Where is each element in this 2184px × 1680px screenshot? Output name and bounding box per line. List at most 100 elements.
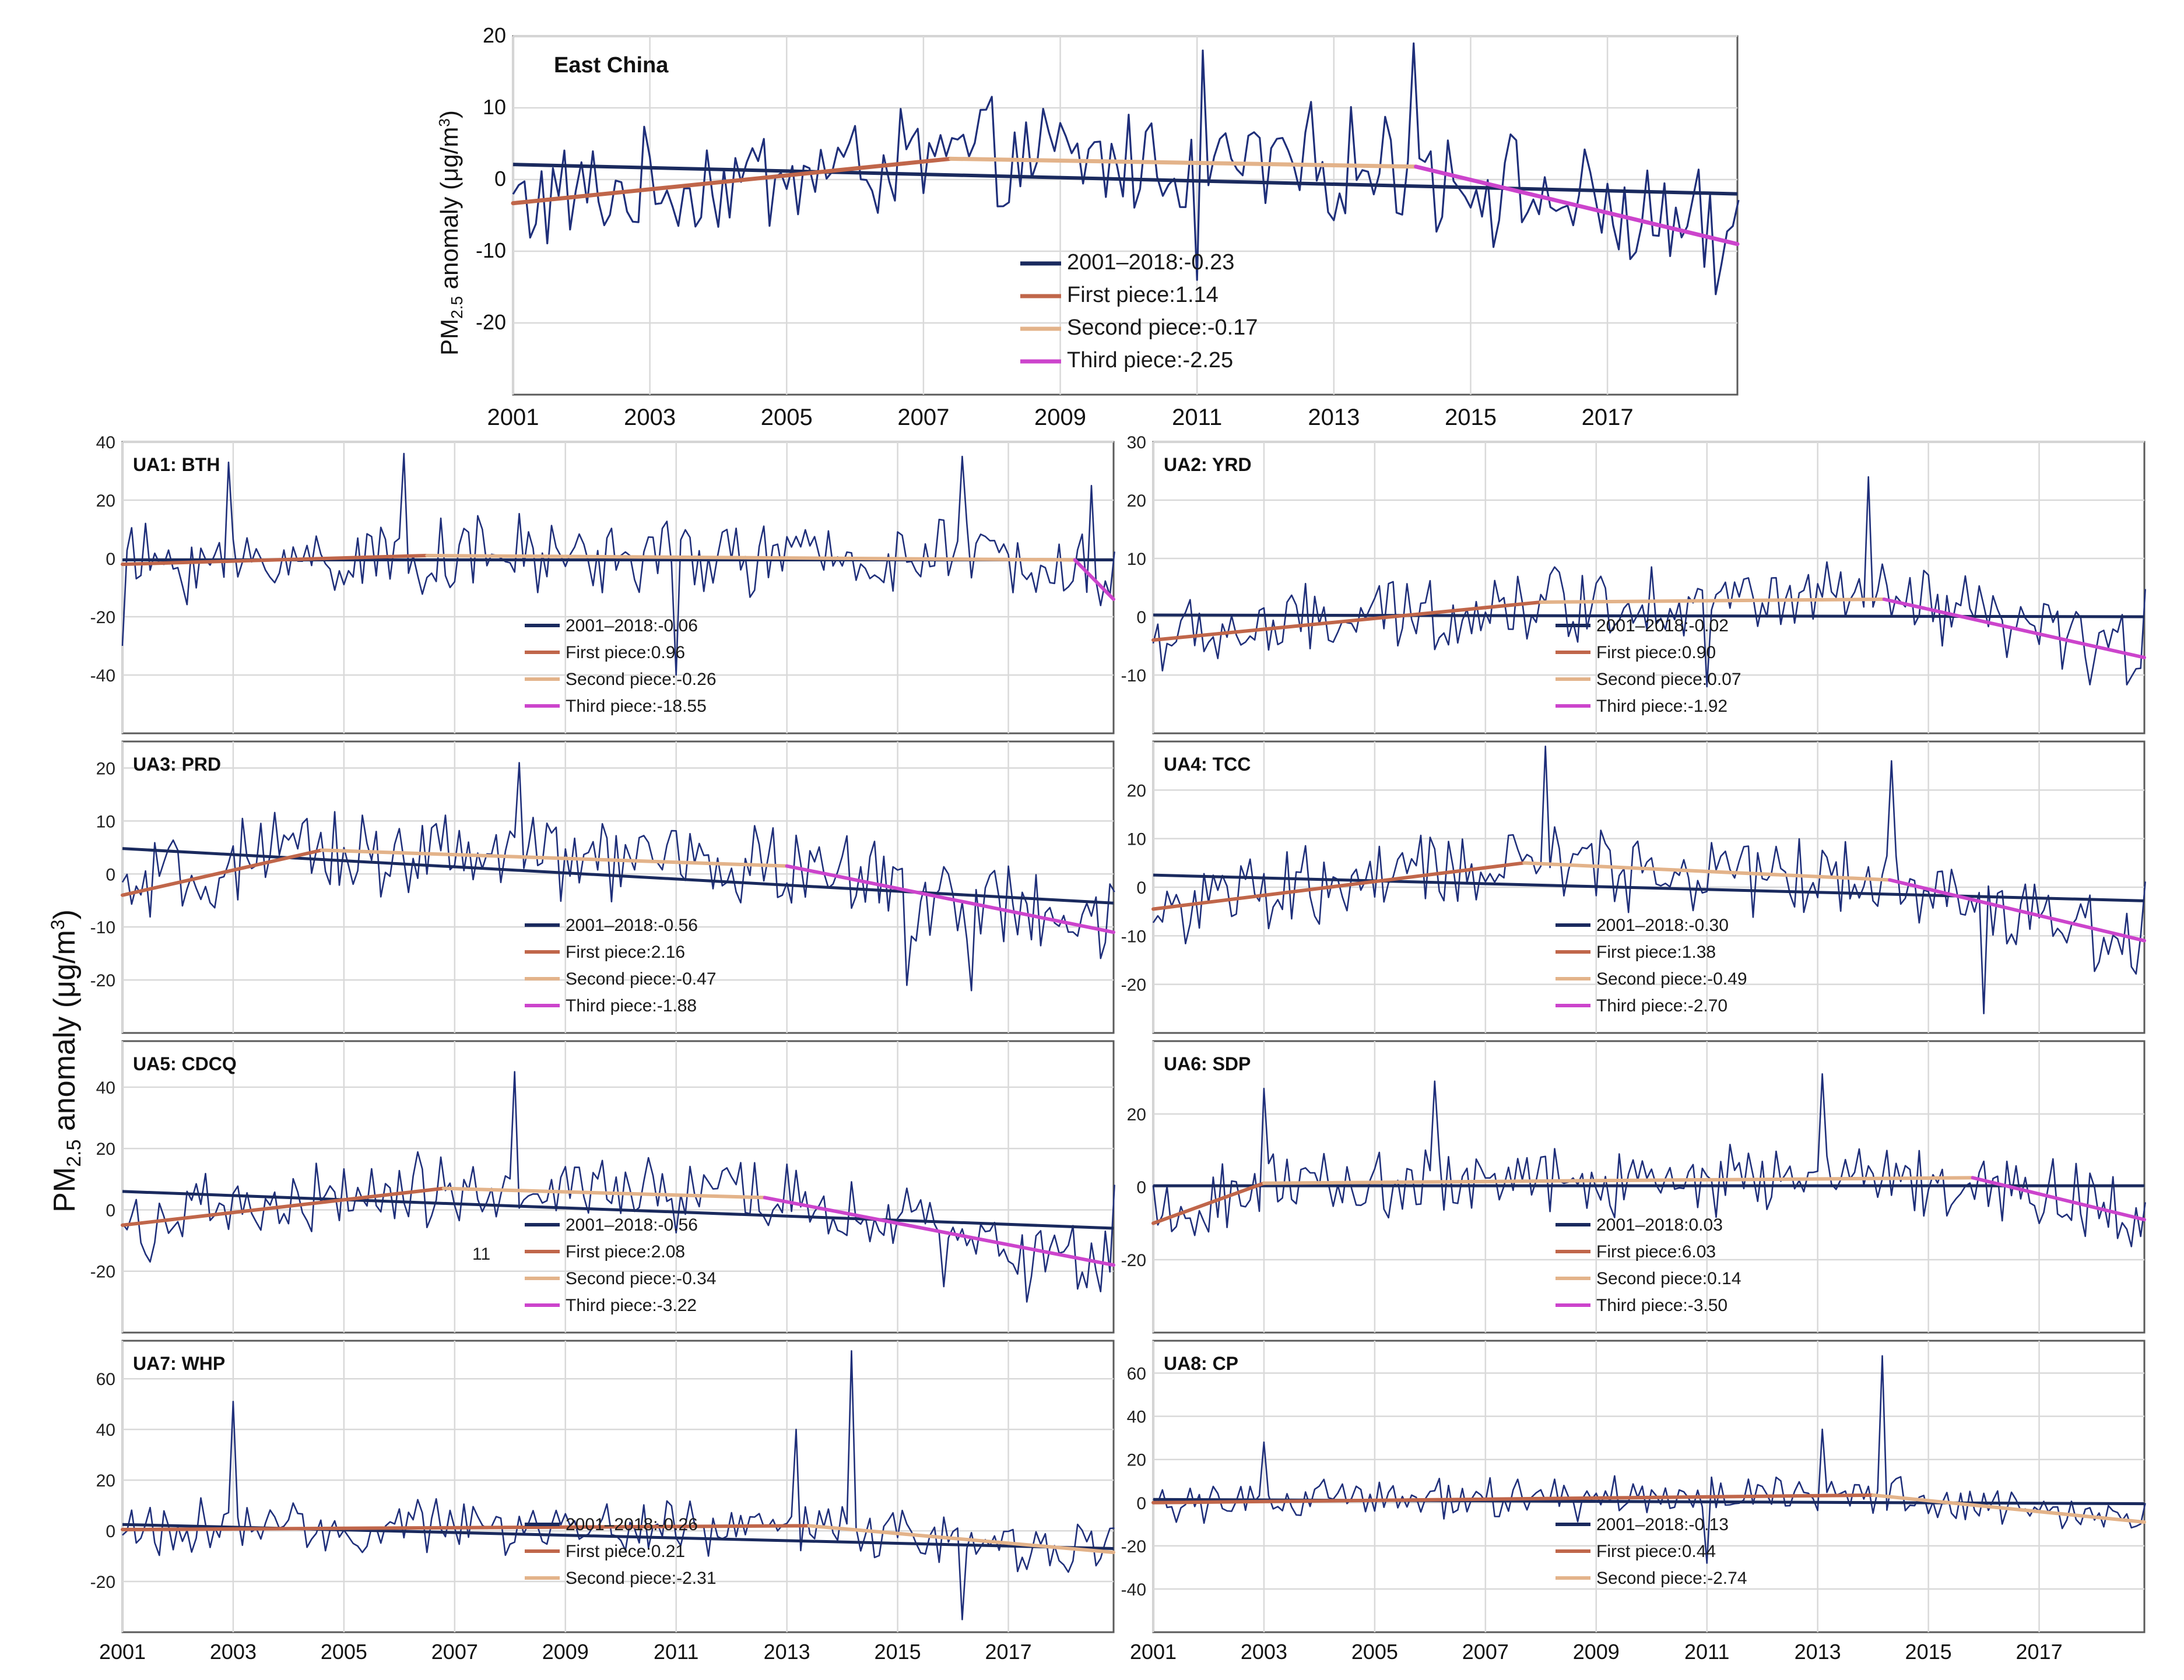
x-tick-label: 2017 bbox=[2016, 1640, 2063, 1664]
panel-east-china: -20 -10 0 10 20 2001 2003 2005 2007 2009 2011 2013 2… bbox=[436, 23, 1740, 430]
y-tick-label: -40 bbox=[90, 666, 115, 686]
panel-title: UA2: YRD bbox=[1164, 454, 1252, 475]
x-tick-label: 2005 bbox=[321, 1640, 367, 1664]
axes-frame bbox=[512, 35, 1739, 396]
x-tick-label: 2003 bbox=[1241, 1640, 1287, 1664]
panel-ua2: -10 0 10 20 30 UA2: YRD 2001–2018:-0.02 First p… bbox=[1121, 433, 2146, 734]
x-tick-label: 2013 bbox=[1795, 1640, 1841, 1664]
panel-ua8: -40 -20 0 20 40 60 2001 2003 2005 2007 2009 2011 201… bbox=[1121, 1340, 2146, 1664]
x-tick-label: 2013 bbox=[764, 1640, 810, 1664]
x-tick-label: 2011 bbox=[654, 1640, 698, 1664]
panel-title: UA7: WHP bbox=[133, 1353, 225, 1374]
panel-title: UA5: CDCQ bbox=[133, 1053, 237, 1074]
trend-line-first-piece bbox=[1151, 600, 1543, 642]
y-tick-label: 60 bbox=[96, 1370, 115, 1389]
y-tick-label: -10 bbox=[1121, 927, 1146, 946]
y-tick-label: 0 bbox=[1136, 1178, 1146, 1197]
legend-entry-2001-2018: 2001–2018:-0.56 bbox=[566, 916, 698, 935]
panel-title: UA6: SDP bbox=[1164, 1053, 1251, 1074]
y-tick-label: 20 bbox=[1127, 781, 1146, 800]
legend-entry-second-piece: Second piece:-2.74 bbox=[1596, 1569, 1747, 1588]
trend-line-first-piece bbox=[121, 554, 429, 566]
trend-line-third-piece bbox=[1971, 1176, 2146, 1222]
trend-line-second-piece bbox=[949, 156, 1418, 169]
legend-entry-third-piece: Third piece:-2.70 bbox=[1596, 996, 1727, 1015]
annotation-label: 11 bbox=[472, 1245, 490, 1264]
trend-line-first-piece bbox=[1151, 1493, 1875, 1505]
x-tick-label: 2015 bbox=[875, 1640, 921, 1664]
x-tick-label: 2005 bbox=[761, 405, 813, 430]
trend-line-second-piece bbox=[319, 848, 789, 868]
y-tick-label: 20 bbox=[1127, 491, 1146, 511]
y-tick-label: 10 bbox=[483, 95, 506, 119]
y-tick-label: -20 bbox=[1121, 976, 1146, 995]
y-tick-label: 0 bbox=[106, 865, 115, 884]
legend-entry-first-piece: First piece:2.16 bbox=[566, 943, 685, 962]
y-tick-label: -20 bbox=[476, 310, 506, 334]
x-tick-label: 2001 bbox=[99, 1640, 146, 1664]
x-tick-label: 2009 bbox=[1573, 1640, 1620, 1664]
y-tick-label: 60 bbox=[1127, 1365, 1146, 1384]
legend-entry-second-piece: Second piece:0.07 bbox=[1596, 670, 1741, 689]
x-tick-label: 2005 bbox=[1351, 1640, 1398, 1664]
panel-ua5: -20 0 20 40 UA5: CDCQ 2001–2018:-0.56 First pi… bbox=[90, 1040, 1115, 1334]
y-tick-label: 20 bbox=[96, 1140, 115, 1159]
legend-entry-second-piece: Second piece:-0.49 bbox=[1596, 969, 1747, 989]
trend-line-first-piece bbox=[511, 156, 953, 206]
panel-title: East China bbox=[554, 53, 669, 78]
y-tick-label: 10 bbox=[96, 812, 115, 831]
trend-line-third-piece bbox=[763, 1196, 1115, 1267]
y-tick-label: 30 bbox=[1127, 433, 1146, 452]
x-tick-label: 2009 bbox=[1034, 405, 1086, 430]
x-tick-label: 2001 bbox=[487, 405, 539, 430]
trend-line-first-piece bbox=[1151, 861, 1526, 911]
anomaly-series-line bbox=[1152, 476, 2146, 688]
y-tick-label: 0 bbox=[494, 167, 506, 191]
x-tick-label: 2015 bbox=[1905, 1640, 1952, 1664]
panel-title: UA8: CP bbox=[1164, 1353, 1238, 1374]
trend-line-third-piece bbox=[1073, 558, 1115, 601]
anomaly-series-line bbox=[121, 452, 1115, 676]
trend-line-third-piece bbox=[1414, 164, 1740, 247]
y-axis-label: PM2.5 anomaly (μg/m3) bbox=[436, 110, 466, 356]
axes-frame bbox=[121, 1340, 1115, 1633]
panel-ua3: -20 -10 0 10 20 UA3: PRD 2001–2018:-0.56 First … bbox=[90, 740, 1115, 1034]
trend-line-second-piece bbox=[441, 1186, 767, 1200]
x-tick-label: 2017 bbox=[1582, 405, 1634, 430]
legend-entry-second-piece: Second piece:-0.17 bbox=[1067, 315, 1258, 340]
y-tick-label: -20 bbox=[1121, 1251, 1146, 1270]
x-tick-label: 2007 bbox=[897, 405, 949, 430]
y-tick-label: -20 bbox=[90, 1573, 115, 1592]
x-tick-label: 2011 bbox=[1684, 1640, 1729, 1664]
panel-ua4: -20 -10 0 10 20 UA4: TCC 2001–2018:-0.30 First … bbox=[1121, 740, 2146, 1034]
trend-line-2001-2018 bbox=[1153, 613, 2145, 618]
y-tick-label: 20 bbox=[1127, 1105, 1146, 1124]
trend-line-2001-2018 bbox=[1153, 873, 2145, 902]
panel-title: UA3: PRD bbox=[133, 754, 221, 775]
y-tick-label: 0 bbox=[106, 1522, 115, 1541]
axes-frame bbox=[121, 441, 1115, 734]
y-tick-label: 0 bbox=[1136, 878, 1146, 898]
y-tick-label: 40 bbox=[96, 433, 115, 452]
anomaly-series-line bbox=[1152, 746, 2146, 1014]
axes-frame bbox=[121, 740, 1115, 1034]
y-tick-label: -20 bbox=[1121, 1537, 1146, 1556]
x-tick-label: 2009 bbox=[542, 1640, 589, 1664]
anomaly-series-line bbox=[121, 1071, 1115, 1303]
y-tick-label: 20 bbox=[96, 1471, 115, 1491]
x-tick-label: 2001 bbox=[1130, 1640, 1177, 1664]
y-tick-label: -20 bbox=[90, 608, 115, 627]
y-tick-label: 0 bbox=[106, 550, 115, 569]
svg-text:PM2.5 anomaly (μg/m3): PM2.5 anomaly (μg/m3) bbox=[436, 110, 466, 356]
legend-entry-third-piece: Third piece:-1.88 bbox=[566, 996, 697, 1015]
trend-line-second-piece bbox=[1522, 861, 1892, 882]
legend-entry-2001-2018: 2001–2018:-0.56 bbox=[566, 1215, 698, 1235]
y-tick-label: 20 bbox=[96, 491, 115, 511]
legend-entry-second-piece: Second piece:-0.47 bbox=[566, 969, 717, 989]
legend-entry-first-piece: First piece:1.38 bbox=[1596, 943, 1716, 962]
legend-entry-first-piece: First piece:0.44 bbox=[1596, 1542, 1716, 1561]
y-tick-label: -20 bbox=[90, 971, 115, 990]
legend-entry-first-piece: First piece:2.08 bbox=[566, 1242, 685, 1261]
legend-entry-second-piece: Second piece:-2.31 bbox=[566, 1569, 717, 1588]
